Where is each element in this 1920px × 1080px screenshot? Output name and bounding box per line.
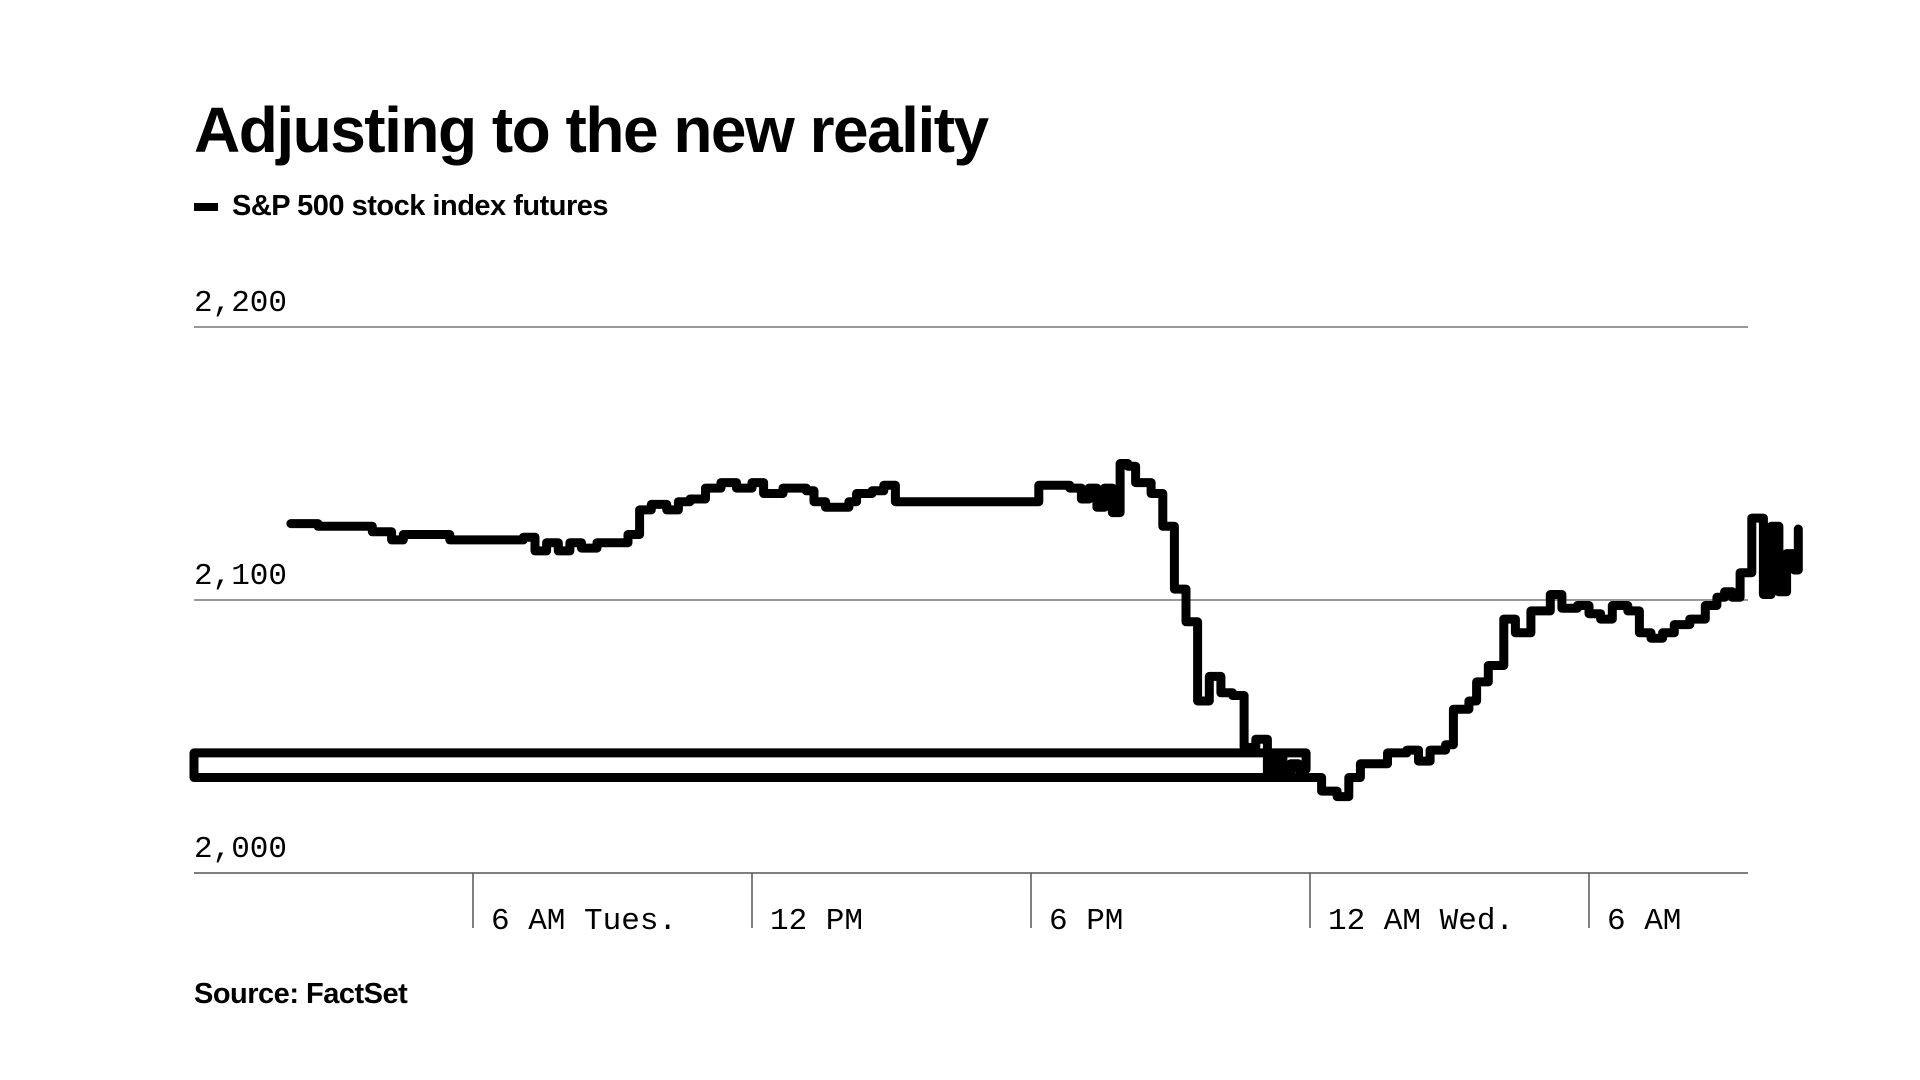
chart-plot: 2,000 2,100 2,200 6 AM Tues. 12 PM 6 PM 12 AM… xyxy=(189,286,1803,939)
x-tick-label: 6 AM Tues. xyxy=(491,904,677,939)
x-tick-label: 6 AM xyxy=(1607,904,1681,939)
x-axis-ticks: 6 AM Tues. 12 PM 6 PM 12 AM Wed. 6 AM xyxy=(472,873,1681,939)
legend-label: S&P 500 stock index futures xyxy=(232,190,609,222)
chart-title: Adjusting to the new reality xyxy=(194,94,989,166)
x-tick-label: 12 AM Wed. xyxy=(1328,904,1514,939)
y-tick-label: 2,100 xyxy=(194,559,287,594)
series-line-sp500-futures xyxy=(189,459,1803,802)
gridlines: 2,000 2,100 2,200 xyxy=(194,286,1748,874)
y-tick-label: 2,200 xyxy=(194,286,287,321)
source-note: Source: FactSet xyxy=(194,978,408,1010)
series-layer xyxy=(189,459,1803,802)
y-tick-label: 2,000 xyxy=(194,832,287,867)
x-tick-label: 6 PM xyxy=(1049,904,1123,939)
x-tick-label: 12 PM xyxy=(770,904,863,939)
legend: S&P 500 stock index futures xyxy=(194,190,609,223)
legend-swatch xyxy=(194,202,218,211)
